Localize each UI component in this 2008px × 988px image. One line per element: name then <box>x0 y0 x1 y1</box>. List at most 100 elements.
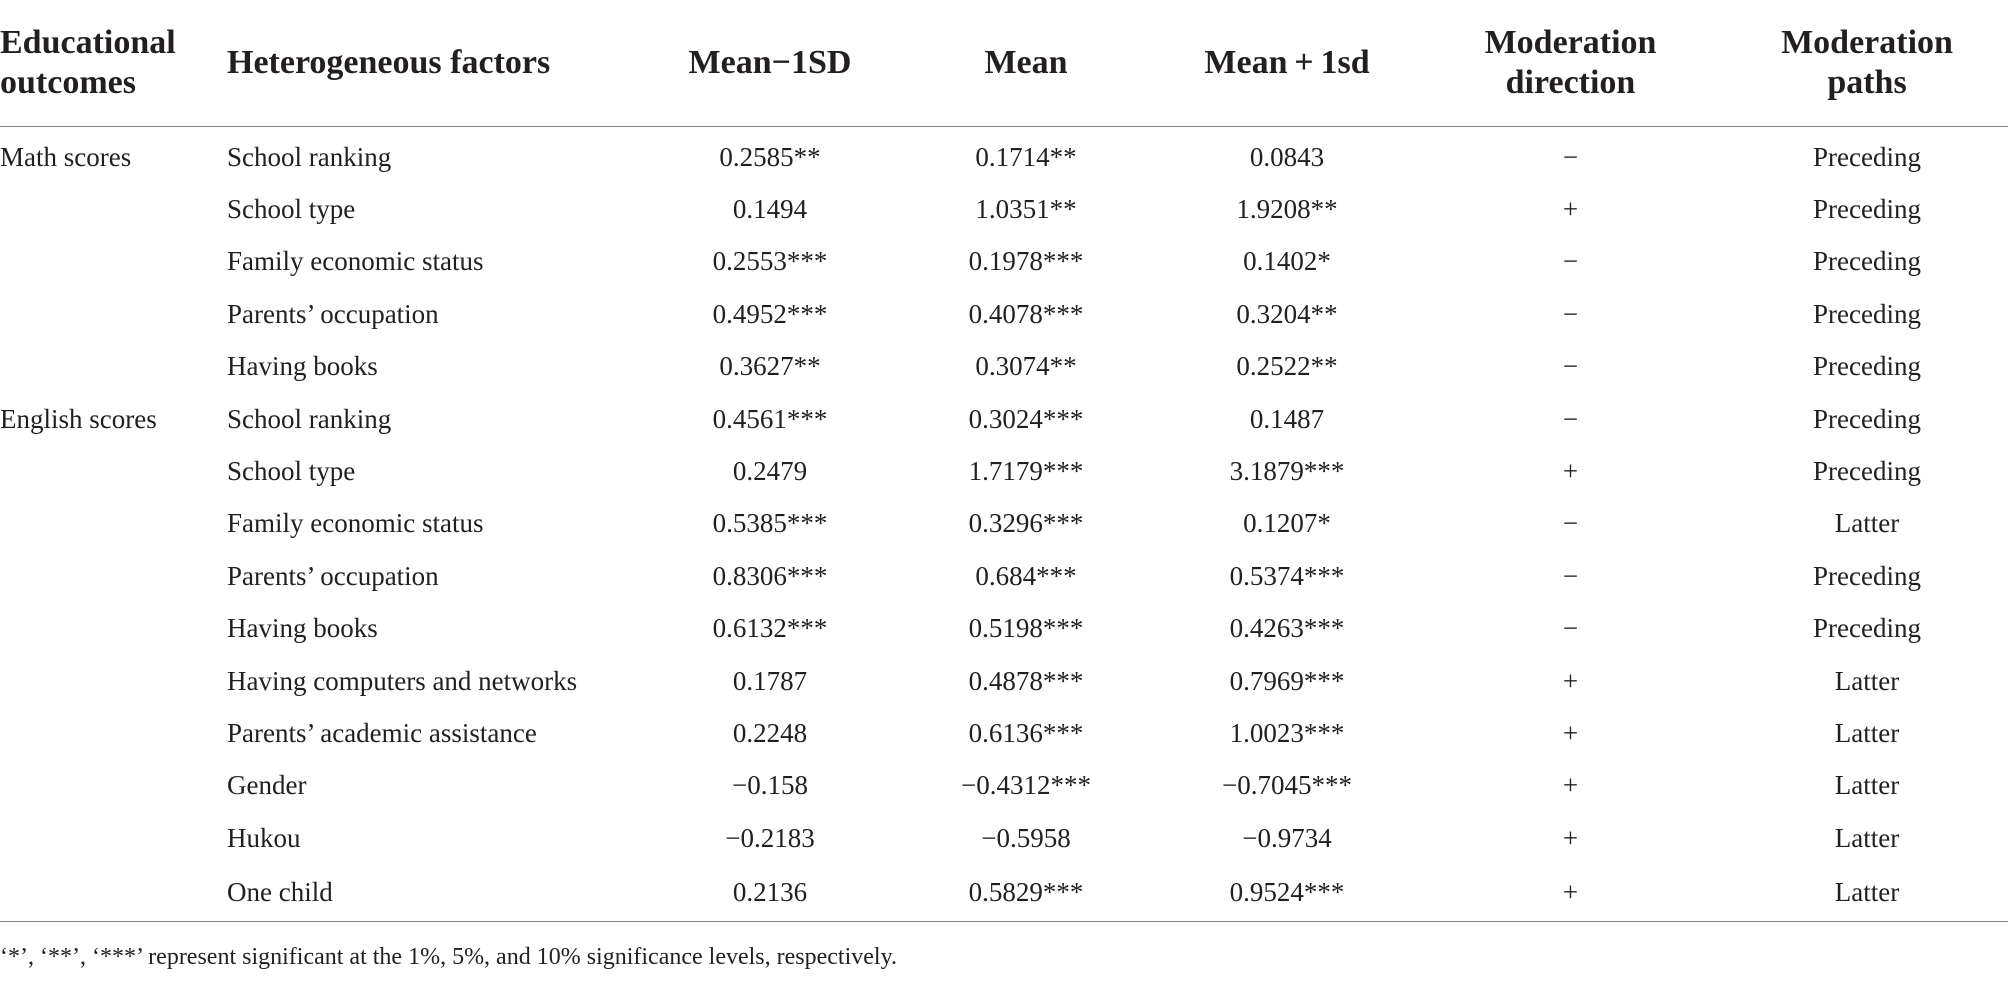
cell-educational-outcome: Math scores <box>0 141 132 172</box>
cell-mean-minus-1sd: 0.1494 <box>732 194 808 225</box>
cell-educational-outcome <box>0 341 227 393</box>
cell-heterogeneous-factor: Parents’ occupation <box>227 298 439 329</box>
cell-mean: 1.7179*** <box>968 456 1084 487</box>
table-footnote: ‘*’, ‘**’, ‘***’ represent significant a… <box>0 944 898 970</box>
cell-moderation-direction: − <box>1562 560 1579 591</box>
header-outcome-line1: Educational <box>0 24 176 61</box>
table-row: English scores School ranking 0.4561*** 0.3… <box>0 393 2008 445</box>
cell-moderation-direction: + <box>1562 665 1579 696</box>
header-paths-line1: Moderation <box>1781 24 1953 61</box>
header-mean: Mean <box>893 0 1159 127</box>
cell-moderation-path: Preceding <box>1813 246 1921 277</box>
table-header-row: Educational outcomes Heterogeneous facto… <box>0 0 2008 127</box>
header-mean-minus-1sd: Mean−1SD <box>647 0 893 127</box>
table-row: Parents’ occupation 0.8306*** 0.684*** 0.53… <box>0 550 2008 602</box>
header-outcome-line2: outcomes <box>0 64 136 101</box>
cell-educational-outcome <box>0 655 227 707</box>
header-educational-outcomes: Educational outcomes <box>0 0 227 127</box>
header-direction-line1: Moderation <box>1484 24 1657 61</box>
table-row: School type 0.1494 1.0351** 1.9208** + Preced… <box>0 183 2008 235</box>
cell-mean-plus-1sd: 0.0843 <box>1249 141 1325 172</box>
cell-moderation-path: Preceding <box>1813 613 1921 644</box>
cell-moderation-path: Preceding <box>1813 141 1921 172</box>
table-row: Hukou −0.2183 −0.5958 −0.9734 + Latter <box>0 812 2008 864</box>
cell-moderation-path: Preceding <box>1813 456 1921 487</box>
cell-educational-outcome <box>0 445 227 497</box>
cell-mean: −0.4312*** <box>961 770 1091 801</box>
cell-heterogeneous-factor: Having computers and networks <box>227 665 578 696</box>
cell-mean-minus-1sd: 0.1787 <box>732 665 808 696</box>
cell-moderation-path: Preceding <box>1813 194 1921 225</box>
cell-heterogeneous-factor: Hukou <box>227 822 301 853</box>
cell-educational-outcome <box>0 236 227 288</box>
cell-mean: 0.4878*** <box>968 665 1084 696</box>
cell-heterogeneous-factor: Having books <box>227 351 378 382</box>
table-row: Family economic status 0.2553*** 0.1978***… <box>0 236 2008 288</box>
cell-moderation-path: Preceding <box>1813 560 1921 591</box>
cell-educational-outcome: English scores <box>0 403 157 434</box>
cell-mean-minus-1sd: −0.158 <box>732 770 808 801</box>
cell-heterogeneous-factor: Family economic status <box>227 508 484 539</box>
cell-mean-plus-1sd: 0.1487 <box>1249 403 1325 434</box>
cell-mean-plus-1sd: 0.4263*** <box>1229 613 1345 644</box>
cell-moderation-path: Latter <box>1834 822 1900 853</box>
cell-educational-outcome <box>0 864 227 923</box>
cell-heterogeneous-factor: Parents’ occupation <box>227 560 439 591</box>
cell-educational-outcome <box>0 760 227 812</box>
results-table-container: Educational outcomes Heterogeneous facto… <box>0 0 2008 923</box>
cell-mean-plus-1sd: 3.1879*** <box>1229 456 1345 487</box>
cell-mean-plus-1sd: 0.5374*** <box>1229 560 1345 591</box>
cell-heterogeneous-factor: Family economic status <box>227 246 484 277</box>
cell-heterogeneous-factor: School ranking <box>227 403 392 434</box>
cell-mean: −0.5958 <box>981 822 1071 853</box>
cell-moderation-direction: + <box>1562 194 1579 225</box>
cell-mean: 0.5198*** <box>968 613 1084 644</box>
cell-mean: 0.6136*** <box>968 717 1084 748</box>
cell-educational-outcome <box>0 550 227 602</box>
cell-mean-minus-1sd: 0.4952*** <box>712 298 828 329</box>
cell-mean: 0.4078*** <box>968 298 1084 329</box>
cell-moderation-direction: − <box>1562 351 1579 382</box>
cell-mean-plus-1sd: 1.9208** <box>1236 194 1338 225</box>
cell-moderation-direction: + <box>1562 822 1579 853</box>
table-row: Math scores School ranking 0.2585** 0.1714*… <box>0 127 2008 184</box>
cell-moderation-direction: + <box>1562 717 1579 748</box>
cell-heterogeneous-factor: One child <box>227 864 647 923</box>
table-row: Parents’ academic assistance 0.2248 0.6136… <box>0 707 2008 759</box>
cell-mean-plus-1sd: −0.9734 <box>1242 822 1332 853</box>
cell-mean-plus-1sd: 1.0023*** <box>1229 717 1345 748</box>
cell-moderation-path: Preceding <box>1813 298 1921 329</box>
table-row: School type 0.2479 1.7179*** 3.1879*** + Prec… <box>0 445 2008 497</box>
cell-heterogeneous-factor: School type <box>227 194 356 225</box>
cell-mean: 1.0351** <box>975 194 1077 225</box>
cell-moderation-path: Latter <box>1834 508 1900 539</box>
cell-mean-minus-1sd: 0.2553*** <box>712 246 828 277</box>
cell-moderation-path: Latter <box>1834 717 1900 748</box>
cell-mean-minus-1sd: −0.2183 <box>725 822 815 853</box>
header-moderation-direction: Moderation direction <box>1415 0 1726 127</box>
cell-mean-minus-1sd: 0.2136 <box>647 864 893 923</box>
cell-moderation-direction: − <box>1562 298 1579 329</box>
table-row: Parents’ occupation 0.4952*** 0.4078*** 0.3… <box>0 288 2008 340</box>
cell-heterogeneous-factor: Gender <box>227 770 307 801</box>
cell-mean: 0.3296*** <box>968 508 1084 539</box>
moderation-results-table: Educational outcomes Heterogeneous facto… <box>0 0 2008 923</box>
cell-educational-outcome <box>0 707 227 759</box>
cell-mean: 0.1714** <box>975 141 1077 172</box>
table-row: Having books 0.6132*** 0.5198*** 0.4263*** −… <box>0 603 2008 655</box>
table-body: Math scores School ranking 0.2585** 0.1714*… <box>0 127 2008 923</box>
cell-moderation-path: Latter <box>1834 665 1900 696</box>
cell-mean: 0.3024*** <box>968 403 1084 434</box>
cell-mean-plus-1sd: 0.2522** <box>1236 351 1338 382</box>
cell-educational-outcome <box>0 812 227 864</box>
cell-moderation-direction: + <box>1415 864 1726 923</box>
cell-mean-minus-1sd: 0.3627** <box>719 351 821 382</box>
cell-mean-plus-1sd: −0.7045*** <box>1222 770 1352 801</box>
table-row: Having books 0.3627** 0.3074** 0.2522** − Pre… <box>0 341 2008 393</box>
cell-moderation-direction: − <box>1562 246 1579 277</box>
cell-moderation-direction: + <box>1562 456 1579 487</box>
cell-mean-plus-1sd: 0.7969*** <box>1229 665 1345 696</box>
cell-educational-outcome <box>0 288 227 340</box>
cell-mean-minus-1sd: 0.5385*** <box>712 508 828 539</box>
cell-mean-plus-1sd: 0.3204** <box>1236 298 1338 329</box>
